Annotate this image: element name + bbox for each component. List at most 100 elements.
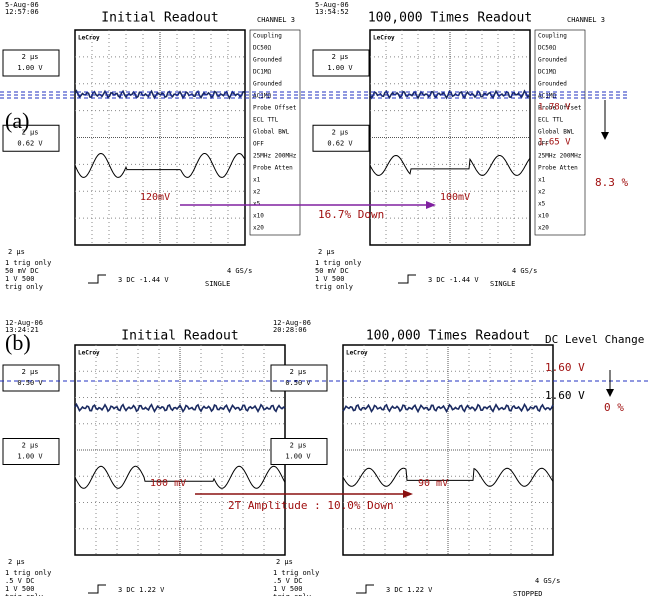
menu-item: Grounded — [253, 57, 282, 64]
menu-item: 25MHz 200MHz — [538, 153, 582, 160]
scale-text: 2 µs — [290, 442, 307, 450]
brand: LeCroy — [78, 35, 100, 42]
trig-info: .5 V DC — [5, 577, 35, 585]
timebase: 2 µs — [276, 558, 293, 566]
scale-text: 1.00 V — [285, 453, 311, 461]
menu-item: x20 — [253, 225, 264, 232]
trig-info: 1 trig only — [5, 259, 51, 267]
percent: 0 % — [604, 401, 624, 414]
trig-info: 1 V 500 — [273, 585, 303, 593]
menu-item: Global BWL — [253, 129, 290, 136]
trigger-icon — [398, 275, 416, 283]
menu-item: x1 — [538, 177, 546, 184]
level: 1.65 V — [538, 138, 571, 148]
panel-label: (b) — [5, 330, 31, 355]
trig-info: 1 V 500 — [315, 275, 345, 283]
trigger-icon — [88, 275, 106, 283]
scale-text: 2 µs — [22, 53, 39, 61]
trig-info: 1 trig only — [5, 569, 51, 577]
trig-info: .5 V DC — [273, 577, 303, 585]
scope-title: 100,000 Times Readout — [368, 11, 532, 26]
time: 12:57:06 — [5, 8, 39, 16]
menu-item: Grounded — [538, 57, 567, 64]
menu-item: 25MHz 200MHz — [253, 153, 297, 160]
scale-text: 0.50 V — [285, 379, 311, 387]
menu-item: Grounded — [538, 81, 567, 88]
scale-text: 1.00 V — [17, 64, 43, 72]
menu-item: x20 — [538, 225, 549, 232]
scope-title: Initial Readout — [101, 11, 218, 26]
scale-text: 2 µs — [22, 368, 39, 376]
scale-text: 2 µs — [332, 53, 349, 61]
trigger-icon — [88, 585, 106, 593]
menu-item: x2 — [253, 189, 261, 196]
rate: 4 GS/s — [227, 267, 252, 275]
mode: STOPPED — [513, 590, 543, 596]
menu-item: Grounded — [253, 81, 282, 88]
menu-item: x5 — [538, 201, 546, 208]
rate: 4 GS/s — [512, 267, 537, 275]
brand: LeCroy — [78, 350, 100, 357]
scale-text: 2 µs — [22, 442, 39, 450]
trig-info: 1 V 500 — [5, 585, 35, 593]
menu-item: DC1MΩ — [253, 69, 271, 76]
scale-text: 2 µs — [290, 368, 307, 376]
menu-item: x10 — [538, 213, 549, 220]
trig-info: 50 mV DC — [315, 267, 349, 275]
menu-item: ECL TTL — [538, 117, 564, 124]
menu-item: Global BWL — [538, 129, 575, 136]
figure: 5-Aug-0612:57:06Initial ReadoutCHANNEL 3… — [0, 0, 650, 596]
mode: SINGLE — [490, 280, 515, 288]
brand: LeCroy — [346, 350, 368, 357]
menu-item: DC1MΩ — [538, 69, 556, 76]
annotation: 90 mV — [418, 478, 448, 489]
brand: LeCroy — [373, 35, 395, 42]
menu-item: Probe Atten — [253, 165, 293, 172]
annotation: 100mV — [440, 192, 470, 203]
mode: SINGLE — [205, 280, 230, 288]
dc-title: DC Level Change — [545, 333, 644, 346]
level: 1.60 V — [545, 389, 585, 402]
scope-title: Initial Readout — [121, 329, 238, 344]
arrow-head — [606, 389, 614, 397]
trig-info: 1 V 500 — [5, 275, 35, 283]
menu-item: Probe Offset — [253, 105, 297, 112]
menu-item: x10 — [253, 213, 264, 220]
menu-item: DC50Ω — [253, 45, 271, 52]
menu-item: ECL TTL — [253, 117, 279, 124]
scale-text: 0.50 V — [17, 379, 43, 387]
trig-info: 1 trig only — [273, 569, 319, 577]
level: 1.60 V — [545, 361, 585, 374]
trigger: 3 DC -1.44 V — [428, 276, 479, 284]
percent: 8.3 % — [595, 176, 628, 189]
panel-label: (a) — [5, 108, 29, 133]
channel: CHANNEL 3 — [567, 16, 605, 24]
scale-text: 0.62 V — [17, 139, 43, 147]
trigger-icon — [356, 585, 374, 593]
time: 13:54:52 — [315, 8, 349, 16]
trigger: 3 DC 1.22 V — [386, 586, 433, 594]
scale-text: 1.00 V — [17, 453, 43, 461]
trig-info: trig only — [315, 283, 353, 291]
trig-info: trig only — [5, 283, 43, 291]
menu-item: x5 — [253, 201, 261, 208]
timebase: 2 µs — [8, 248, 25, 256]
trigger: 3 DC 1.22 V — [118, 586, 165, 594]
change: 16.7% Down — [318, 208, 384, 221]
channel: CHANNEL 3 — [257, 16, 295, 24]
timebase: 2 µs — [318, 248, 335, 256]
annotation: 120mV — [140, 192, 170, 203]
menu-item: x1 — [253, 177, 261, 184]
menu-item: DC50Ω — [538, 45, 556, 52]
annotation: 100 mV — [150, 478, 186, 489]
scope-title: 100,000 Times Readout — [366, 329, 530, 344]
time: 20:28:06 — [273, 326, 307, 334]
trigger: 3 DC -1.44 V — [118, 276, 169, 284]
scale-text: 0.62 V — [327, 139, 353, 147]
trig-info: 1 trig only — [315, 259, 361, 267]
trig-info: 50 mV DC — [5, 267, 39, 275]
rate: 4 GS/s — [535, 577, 560, 585]
scale-text: 1.00 V — [327, 64, 353, 72]
menu-item: Coupling — [253, 33, 282, 40]
menu-item: OFF — [253, 141, 264, 148]
